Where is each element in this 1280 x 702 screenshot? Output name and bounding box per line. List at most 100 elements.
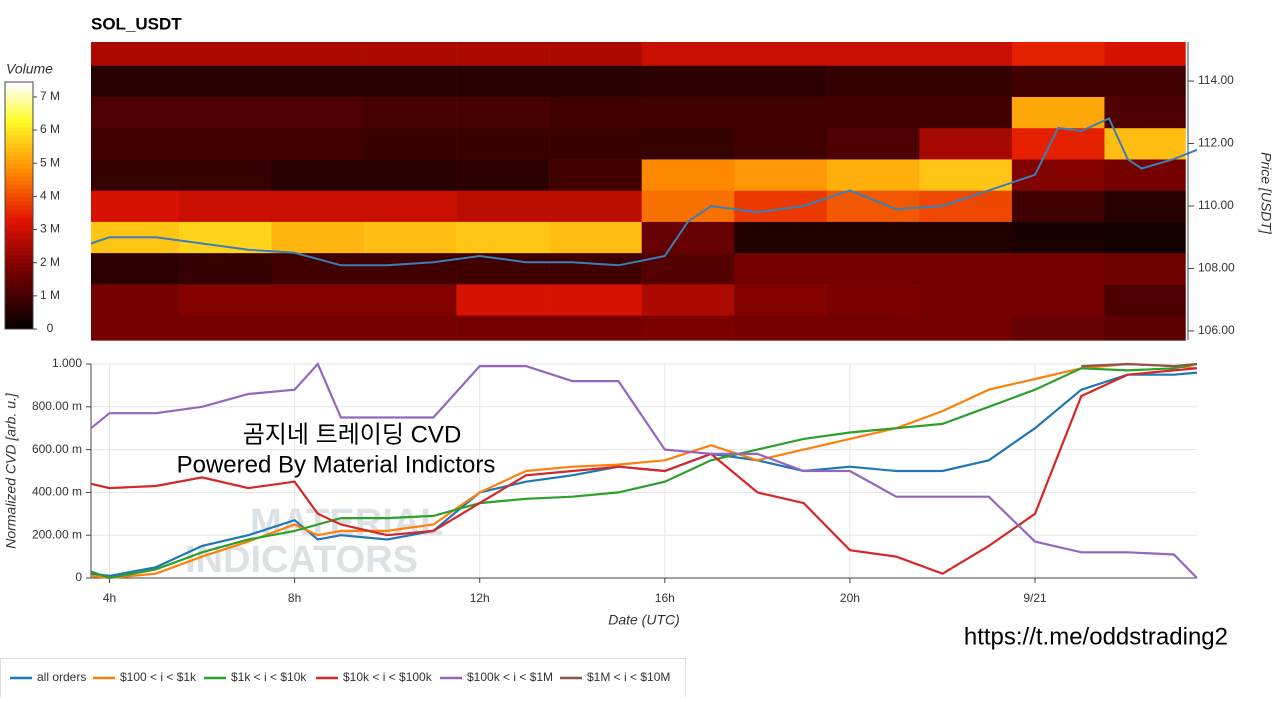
heatmap-cell: [1104, 252, 1186, 285]
heatmap-cell: [91, 42, 180, 66]
heatmap-cell: [456, 284, 550, 316]
heatmap-cell: [91, 65, 180, 97]
heatmap-cell: [91, 96, 180, 129]
colorbar-swatch: [5, 172, 33, 178]
heatmap-cell: [1104, 315, 1186, 341]
heatmap-cell: [364, 315, 457, 341]
heatmap-cell: [271, 96, 365, 129]
colorbar-swatch: [5, 160, 33, 165]
heatmap-cell: [734, 221, 828, 254]
heatmap-cell: [549, 96, 642, 129]
colorbar-swatch: [5, 259, 33, 264]
colorbar-swatch: [5, 312, 33, 318]
x-tick-label: 8h: [288, 591, 301, 605]
colorbar-swatch: [5, 324, 33, 330]
heatmap-cell: [91, 190, 180, 222]
heatmap-cell: [456, 96, 550, 129]
colorbar-swatch: [5, 287, 33, 293]
colorbar-swatch: [5, 197, 33, 202]
legend-label: $1M < i < $10M: [587, 670, 670, 684]
heatmap-cell: [271, 42, 365, 66]
colorbar-tick-label: 6 M: [40, 122, 60, 136]
colorbar-swatch: [5, 230, 33, 235]
heatmap-cell: [271, 252, 365, 285]
colorbar-tick-label: 2 M: [40, 255, 60, 269]
heatmap-cell: [1011, 65, 1105, 97]
price-line: [90, 117, 1198, 267]
heatmap-cell: [1104, 221, 1186, 254]
colorbar-swatch: [5, 234, 33, 239]
heatmap-cell: [641, 221, 735, 254]
heatmap-cell: [919, 284, 1013, 316]
heatmap-cell: [364, 96, 457, 129]
heatmap-cell: [456, 159, 550, 191]
heatmap-cell: [364, 284, 457, 316]
heatmap-cell: [919, 315, 1013, 341]
heatmap-cell: [1104, 284, 1186, 316]
colorbar-swatch: [5, 184, 33, 190]
heatmap-cell: [1011, 96, 1105, 129]
colorbar-swatch: [5, 300, 33, 305]
colorbar-swatch: [5, 226, 33, 231]
heatmap-cell: [549, 315, 642, 341]
cvd-line: [90, 362, 1198, 580]
legend-label: all orders: [37, 670, 86, 684]
colorbar-swatch: [5, 123, 33, 128]
heatmap-cell: [91, 252, 180, 285]
heatmap-cell: [178, 284, 272, 316]
y-tick-label: 600.00 m: [32, 442, 82, 456]
colorbar-swatch: [5, 242, 33, 248]
y2-tick-label: 108.00: [1198, 261, 1235, 275]
colorbar-swatch: [5, 94, 33, 99]
colorbar-label: Volume: [6, 61, 53, 77]
colorbar-swatch: [5, 156, 33, 161]
heatmap-cell: [641, 315, 735, 341]
heatmap-cell: [364, 159, 457, 191]
colorbar-swatch: [5, 193, 33, 198]
heatmap-cell: [456, 252, 550, 285]
heatmap-cell: [364, 42, 457, 66]
colorbar-swatch: [5, 263, 33, 268]
heatmap-cell: [178, 42, 272, 66]
heatmap-cell: [91, 284, 180, 316]
colorbar-swatch: [5, 168, 33, 174]
y-tick-label: 400.00 m: [32, 485, 82, 499]
y-tick-label: 200.00 m: [32, 527, 82, 541]
heatmap-cell: [178, 159, 272, 191]
colorbar-swatch: [5, 119, 33, 124]
heatmap-cell: [734, 65, 828, 97]
heatmap-cell: [91, 159, 180, 191]
x-tick-label: 12h: [470, 591, 490, 605]
heatmap-cell: [364, 127, 457, 160]
heatmap-cell: [549, 127, 642, 160]
heatmap-cell: [826, 159, 920, 191]
heatmap-cell: [178, 252, 272, 285]
colorbar-swatch: [5, 151, 33, 157]
y-tick-label: 1.000: [52, 356, 82, 370]
colorbar-swatch: [5, 254, 33, 260]
colorbar-swatch: [5, 147, 33, 153]
colorbar-tick-label: 7 M: [40, 89, 60, 103]
heatmap-cell: [826, 190, 920, 222]
heatmap-cell: [91, 127, 180, 160]
colorbar-swatch: [5, 283, 33, 289]
colorbar-swatch: [5, 131, 33, 137]
heatmap-cell: [826, 252, 920, 285]
heatmap-cell: [271, 159, 365, 191]
legend-label: $10k < i < $100k: [343, 670, 433, 684]
x-tick-label: 9/21: [1023, 591, 1047, 605]
annotation: 곰지네 트레이딩 CVD: [243, 421, 462, 448]
heatmap-cell: [919, 252, 1013, 285]
colorbar-tick-label: 0: [47, 321, 54, 335]
heatmap-cell: [364, 252, 457, 285]
heatmap-cell: [271, 65, 365, 97]
colorbar-swatch: [5, 114, 33, 120]
heatmap-cell: [364, 221, 457, 254]
heatmap-cell: [271, 127, 365, 160]
colorbar-swatch: [5, 110, 33, 116]
heatmap-cell: [178, 221, 272, 254]
colorbar-swatch: [5, 189, 33, 194]
heatmap-cell: [1011, 127, 1105, 160]
